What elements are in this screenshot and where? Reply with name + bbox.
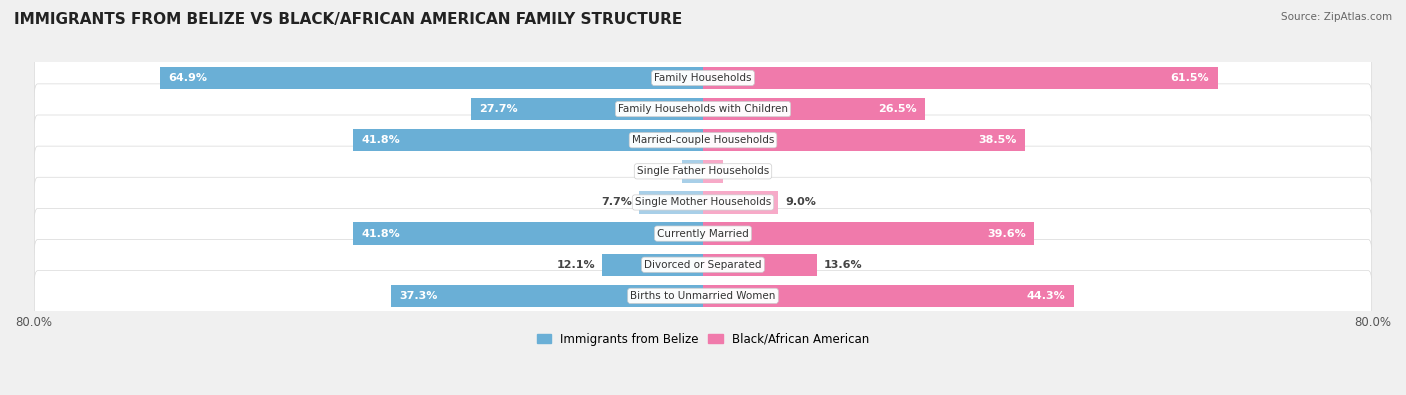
Text: Divorced or Separated: Divorced or Separated <box>644 260 762 270</box>
FancyBboxPatch shape <box>34 53 1372 103</box>
Text: Births to Unmarried Women: Births to Unmarried Women <box>630 291 776 301</box>
Text: 41.8%: 41.8% <box>361 229 401 239</box>
Text: 38.5%: 38.5% <box>979 135 1017 145</box>
Text: 27.7%: 27.7% <box>479 104 519 114</box>
Text: Source: ZipAtlas.com: Source: ZipAtlas.com <box>1281 12 1392 22</box>
Bar <box>160 67 703 89</box>
Text: Family Households: Family Households <box>654 73 752 83</box>
Text: Currently Married: Currently Married <box>657 229 749 239</box>
Bar <box>638 191 703 214</box>
Bar <box>703 98 925 120</box>
Text: 61.5%: 61.5% <box>1171 73 1209 83</box>
FancyBboxPatch shape <box>34 84 1372 134</box>
Text: Family Households with Children: Family Households with Children <box>619 104 787 114</box>
Bar <box>703 254 817 276</box>
FancyBboxPatch shape <box>34 115 1372 166</box>
Text: 9.0%: 9.0% <box>785 198 815 207</box>
Bar <box>471 98 703 120</box>
Text: 13.6%: 13.6% <box>824 260 862 270</box>
Legend: Immigrants from Belize, Black/African American: Immigrants from Belize, Black/African Am… <box>531 328 875 350</box>
Text: 37.3%: 37.3% <box>399 291 437 301</box>
Bar <box>353 222 703 245</box>
Bar <box>391 285 703 307</box>
Bar <box>703 191 779 214</box>
Text: Single Father Households: Single Father Households <box>637 166 769 176</box>
Text: 44.3%: 44.3% <box>1026 291 1066 301</box>
Text: 39.6%: 39.6% <box>987 229 1026 239</box>
FancyBboxPatch shape <box>34 177 1372 228</box>
FancyBboxPatch shape <box>34 209 1372 259</box>
Text: 2.4%: 2.4% <box>730 166 761 176</box>
FancyBboxPatch shape <box>34 146 1372 197</box>
Text: 26.5%: 26.5% <box>877 104 917 114</box>
Bar <box>353 129 703 151</box>
Bar <box>703 285 1074 307</box>
Bar <box>682 160 703 182</box>
Text: 7.7%: 7.7% <box>600 198 631 207</box>
Bar <box>703 222 1035 245</box>
FancyBboxPatch shape <box>34 271 1372 321</box>
Text: Single Mother Households: Single Mother Households <box>636 198 770 207</box>
Bar <box>703 67 1218 89</box>
Text: 12.1%: 12.1% <box>557 260 595 270</box>
FancyBboxPatch shape <box>34 239 1372 290</box>
Bar <box>602 254 703 276</box>
Text: 64.9%: 64.9% <box>169 73 207 83</box>
Text: IMMIGRANTS FROM BELIZE VS BLACK/AFRICAN AMERICAN FAMILY STRUCTURE: IMMIGRANTS FROM BELIZE VS BLACK/AFRICAN … <box>14 12 682 27</box>
Bar <box>703 129 1025 151</box>
Bar <box>703 160 723 182</box>
Text: 2.5%: 2.5% <box>644 166 675 176</box>
Text: 41.8%: 41.8% <box>361 135 401 145</box>
Text: Married-couple Households: Married-couple Households <box>631 135 775 145</box>
